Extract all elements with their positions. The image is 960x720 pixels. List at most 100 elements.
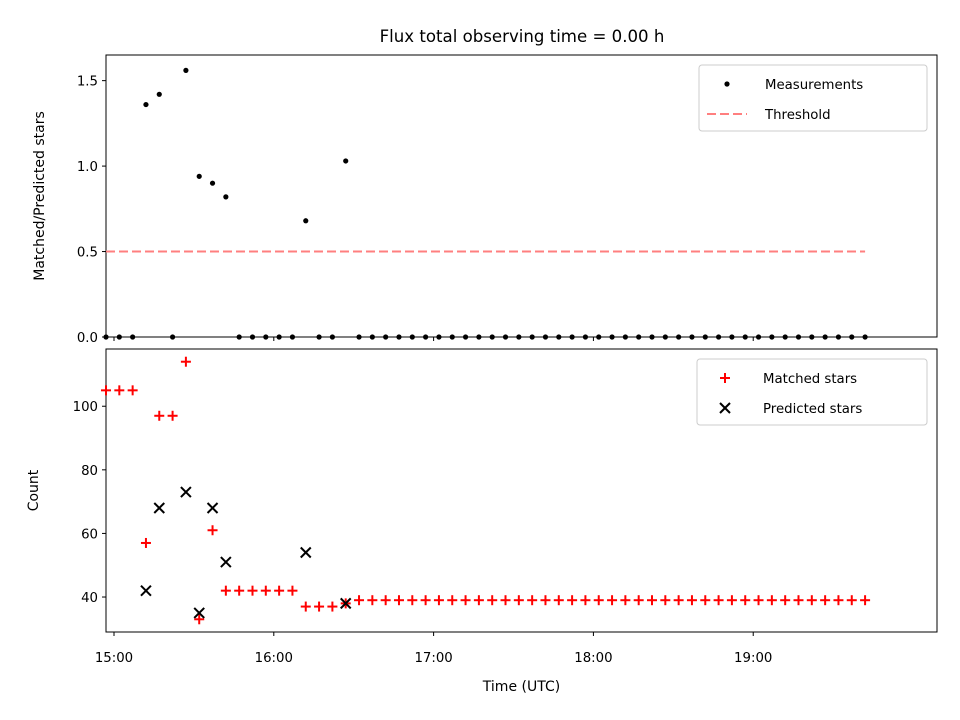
data-point <box>300 546 312 559</box>
y-tick-label: 80 <box>81 464 98 479</box>
data-point <box>607 595 618 606</box>
data-point <box>582 334 589 340</box>
data-point <box>420 595 431 606</box>
data-point <box>356 334 362 340</box>
data-point <box>316 334 322 340</box>
data-point <box>383 334 389 340</box>
data-point <box>755 334 762 340</box>
data-point <box>193 607 205 619</box>
data-point <box>822 334 828 340</box>
legend: Matched stars Predicted stars <box>696 358 928 426</box>
data-point <box>101 385 111 396</box>
panel-bottom: 40 60 80 100 15:00 16:00 17:00 18:00 19:00 Count T… <box>26 348 938 695</box>
y-tick-label: 0.0 <box>77 331 98 346</box>
data-point <box>862 334 868 340</box>
data-point <box>180 486 192 498</box>
data-point <box>289 334 296 340</box>
data-point <box>343 158 349 164</box>
data-point <box>167 410 178 421</box>
data-point <box>782 334 788 340</box>
data-point <box>393 595 404 606</box>
legend-label: Matched stars <box>763 372 857 387</box>
data-point <box>715 334 722 340</box>
data-point <box>569 334 575 340</box>
data-point <box>596 334 602 340</box>
y-axis-label: Matched/Predicted stars <box>32 111 48 281</box>
data-point <box>649 334 655 340</box>
data-point <box>729 334 735 340</box>
data-point <box>223 194 229 200</box>
data-point <box>114 385 125 396</box>
data-point <box>407 595 418 606</box>
data-point <box>702 334 708 340</box>
data-point <box>196 173 202 179</box>
data-point <box>553 595 564 606</box>
data-point <box>207 525 218 536</box>
data-point <box>276 334 282 340</box>
y-tick-label: 60 <box>81 527 98 542</box>
data-point <box>620 595 631 606</box>
y-tick-label: 100 <box>73 400 98 415</box>
data-point <box>249 334 256 340</box>
legend-label: Measurements <box>765 78 863 93</box>
data-point <box>753 595 764 606</box>
data-point <box>127 385 138 396</box>
legend-box <box>698 64 928 132</box>
data-point <box>726 595 737 606</box>
data-point <box>433 595 444 606</box>
legend-label: Predicted stars <box>763 402 862 417</box>
data-point <box>314 601 325 612</box>
data-point <box>236 334 242 340</box>
axes-frame <box>105 348 938 633</box>
data-point <box>820 595 831 606</box>
data-point <box>673 595 684 606</box>
data-point <box>206 502 219 514</box>
data-point <box>700 595 711 606</box>
data-point <box>686 595 697 606</box>
data-point <box>247 585 258 596</box>
legend-key <box>719 402 731 414</box>
data-point <box>689 334 695 340</box>
data-point <box>303 218 309 224</box>
data-point <box>516 334 522 340</box>
data-point <box>396 334 402 340</box>
y-tick-label: 1.5 <box>77 75 98 90</box>
data-point <box>527 595 538 606</box>
data-point <box>795 334 802 340</box>
data-point <box>846 595 857 606</box>
data-point <box>633 595 644 606</box>
data-point <box>436 334 442 340</box>
data-point <box>409 334 415 340</box>
data-point <box>513 595 524 606</box>
data-point <box>806 595 817 606</box>
legend-key <box>720 373 730 383</box>
data-point <box>116 334 122 340</box>
data-point <box>580 595 591 606</box>
data-point <box>140 584 152 597</box>
data-point <box>740 595 751 606</box>
data-point <box>183 67 189 73</box>
data-point <box>489 334 495 340</box>
data-point <box>476 334 482 340</box>
series-matched-stars <box>101 356 871 625</box>
data-point <box>766 595 777 606</box>
data-point <box>462 334 469 340</box>
x-tick-label: 19:00 <box>734 651 772 666</box>
data-point <box>487 595 498 606</box>
data-point <box>380 595 391 606</box>
data-point <box>622 334 628 340</box>
x-tick-label: 15:00 <box>95 651 133 666</box>
data-point <box>369 334 375 340</box>
data-point <box>529 334 535 340</box>
data-point <box>835 334 842 340</box>
data-point <box>263 334 269 340</box>
data-point <box>140 537 151 548</box>
legend-key <box>724 81 730 87</box>
data-point <box>354 595 365 606</box>
data-point <box>809 334 815 340</box>
data-point <box>103 334 109 340</box>
y-tick-label: 1.0 <box>77 160 98 175</box>
panel-top: 0.0 0.5 1.0 1.5 Matched/Predicted stars Measu… <box>32 54 938 346</box>
data-point <box>209 180 216 186</box>
